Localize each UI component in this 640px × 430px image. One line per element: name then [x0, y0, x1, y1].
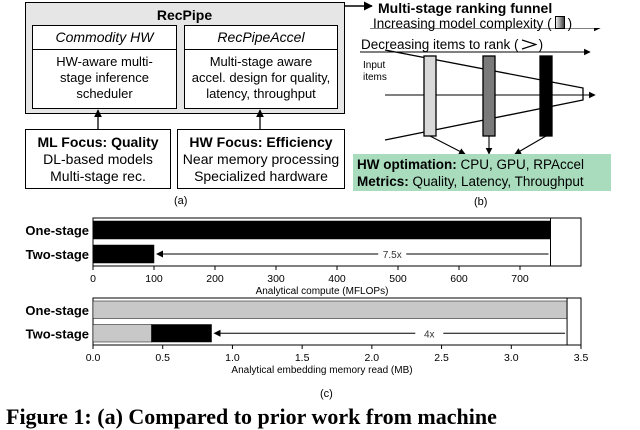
hw-focus-line-1: Near memory processing [182, 151, 340, 167]
recpipeaccel-line-3: latency, throughput [206, 86, 316, 101]
chart-0-tick-label: 300 [267, 273, 285, 285]
chart-1-tick-label: 0.5 [155, 352, 170, 364]
chart-0-annotation: 7.5x [383, 250, 402, 261]
caption-a: (a) [174, 195, 188, 207]
commodity-hw-title: Commodity HW [33, 29, 176, 50]
chart-0-tick-label: 700 [511, 273, 529, 285]
ml-focus-box: ML Focus: Quality DL-based models Multi-… [25, 129, 171, 189]
stage-3-to-hw-arrow [514, 135, 547, 155]
metrics-line: Metrics: Quality, Latency, Throughput [357, 173, 611, 190]
recpipeaccel-box: RecPipeAccel Multi-stage aware accel. de… [184, 25, 338, 109]
chart-0-tick-label: 0 [90, 273, 96, 285]
chart-1-frame [92, 297, 582, 346]
metrics-label: Metrics: [357, 174, 409, 189]
stage-3-block [539, 55, 553, 137]
chart-0-bar-0-0 [92, 220, 551, 240]
hw-focus-line-2: Specialized hardware [194, 168, 328, 184]
chart-1-bar-1-1 [151, 324, 212, 343]
chart-0-tick-label: 100 [145, 273, 163, 285]
recpipe-title: RecPipe [156, 7, 213, 23]
triangle-right-icon [521, 37, 538, 52]
chart-0-tick-label: 200 [206, 273, 224, 285]
recpipeaccel-line-2: accel. design for quality, [191, 70, 331, 85]
funnel-title: Multi-stage ranking funnel [378, 0, 553, 16]
stage-1-to-hw-arrow [429, 135, 466, 155]
commodity-hw-line-1: HW-aware multi- [56, 54, 153, 69]
chart-1-bar-1-0 [92, 324, 152, 343]
chart-1-tick-label: 1.5 [295, 352, 310, 364]
commodity-hw-box: Commodity HW HW-aware multi- stage infer… [32, 25, 177, 109]
chart-0-tick-label: 500 [389, 273, 407, 285]
ml-focus-line-1: DL-based models [43, 151, 153, 167]
input-items-line-1: Input [363, 60, 386, 71]
input-items-line-2: items [363, 72, 387, 83]
chart-1-tick-label: 3.0 [504, 352, 519, 364]
hw-optimization-text: CPU, GPU, RPAccel [456, 157, 585, 172]
chart-1-arrowhead [213, 329, 221, 337]
stage-2-block [482, 55, 496, 137]
hw-optimization-box: HW optimation: CPU, GPU, RPAccel Metrics… [353, 154, 611, 191]
chart-0-category-label: Two-stage [26, 247, 89, 262]
metrics-text: Quality, Latency, Throughput [408, 174, 584, 189]
chart-1-tick-label: 1.0 [225, 352, 240, 364]
commodity-hw-line-2: stage inference [60, 70, 149, 85]
chart-0-bar-1-0 [92, 244, 155, 264]
chart-1-tick-label: 2.0 [365, 352, 380, 364]
recpipeaccel-line-1: Multi-stage aware [209, 54, 313, 69]
chart-1-category-label: One-stage [25, 303, 89, 318]
chart-0-arrowhead [156, 250, 163, 258]
hw-optimization-label: HW optimation: [357, 157, 457, 172]
funnel-diagram [360, 28, 601, 155]
funnel-line-1: Increasing model complexity () [373, 16, 572, 31]
funnel-line-1-end: ) [567, 16, 573, 31]
chart-1-category-label: Two-stage [26, 326, 89, 341]
chart-1-bar-0-0 [92, 300, 568, 319]
chart-0-xlabel: Analytical compute (MFLOPs) [256, 286, 389, 297]
hw-focus-box: HW Focus: Efficiency Near memory process… [177, 129, 345, 189]
caption-c: (c) [320, 388, 333, 400]
stage-1-block [423, 55, 437, 137]
recpipeaccel-title: RecPipeAccel [185, 29, 337, 50]
chart-1-tick-label: 3.5 [574, 352, 589, 364]
commodity-hw-line-3: scheduler [76, 86, 133, 101]
funnel-line-2-text: Decreasing items to rank ( [361, 37, 519, 52]
chart-1-xlabel: Analytical embedding memory read (MB) [231, 365, 412, 376]
chart-0-category-label: One-stage [25, 223, 89, 238]
recpipe-panel: RecPipe Commodity HW HW-aware multi- sta… [25, 2, 345, 114]
funnel-line-2-end: ) [538, 37, 544, 52]
funnel-line-2: Decreasing items to rank ( ) [361, 37, 543, 52]
chart-1-annotation: 4x [424, 329, 435, 340]
chart-0-tick-label: 400 [328, 273, 346, 285]
caption-b: (b) [474, 196, 488, 208]
chart-1-tick-label: 0.0 [86, 352, 101, 364]
ml-focus-title: ML Focus: Quality [37, 134, 159, 150]
figure-caption: Figure 1: (a) Compared to prior work fro… [6, 404, 497, 429]
chart-1-annotation-bg [415, 326, 444, 340]
chart-1-tick-label: 2.5 [434, 352, 449, 364]
panel-a-connectors [94, 1, 373, 129]
chart-0-tick-label: 600 [450, 273, 468, 285]
chart-0-annotation-bg [378, 247, 407, 260]
input-items-label: Input items [363, 60, 387, 84]
charts-panel: One-stage Two-stage 7.5x 0 100 200 300 400 500 60… [25, 217, 589, 376]
hw-focus-title: HW Focus: Efficiency [189, 134, 333, 150]
ml-focus-line-2: Multi-stage rec. [50, 168, 146, 184]
hw-optimization-line: HW optimation: CPU, GPU, RPAccel [357, 156, 611, 173]
funnel-line-1-text: Increasing model complexity ( [373, 16, 552, 31]
